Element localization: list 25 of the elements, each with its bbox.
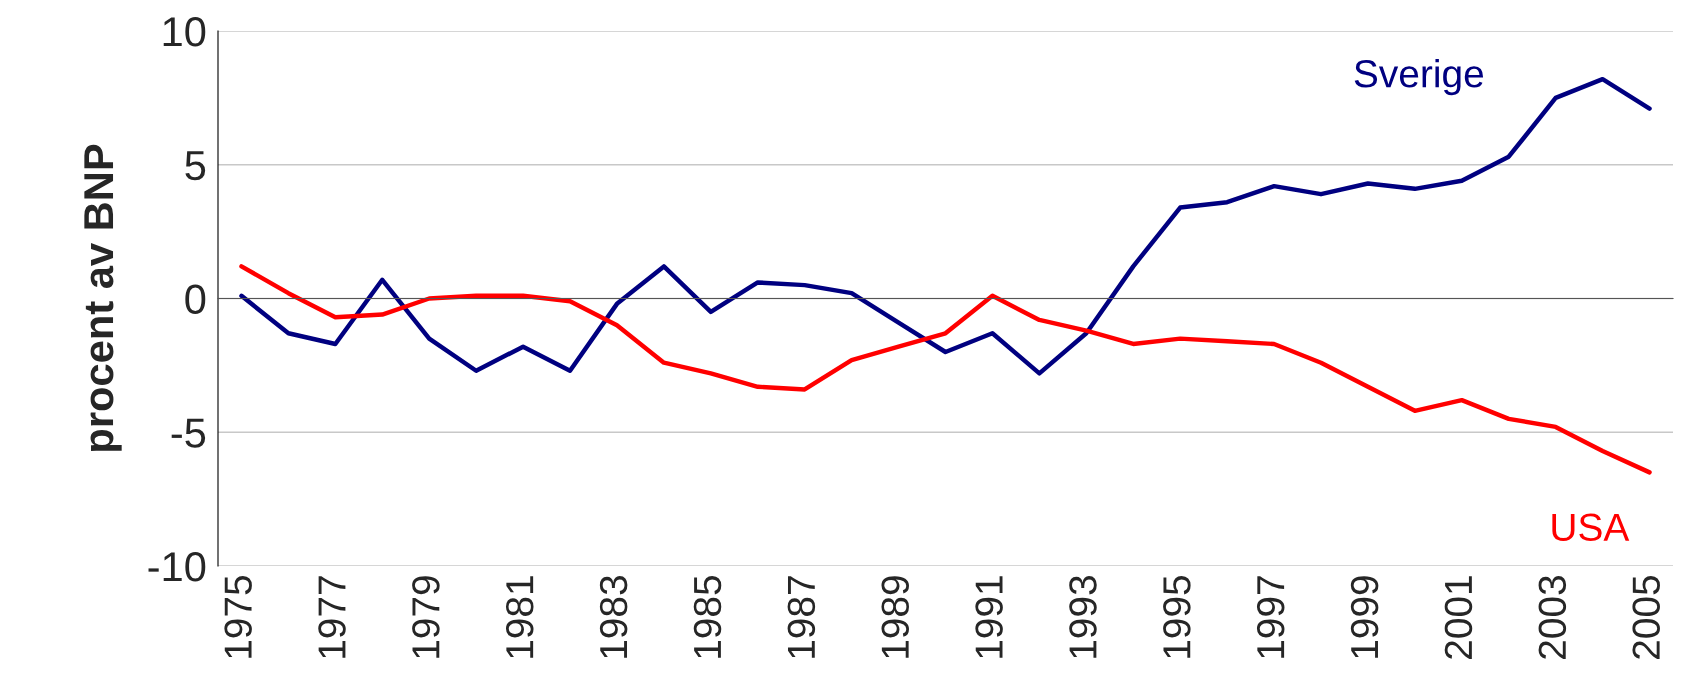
x-tick-label: 1979 (412, 576, 440, 658)
x-tick-label: 1983 (599, 576, 628, 658)
x-tick-label: 2001 (1444, 576, 1473, 659)
x-tick-label: 1993 (1069, 576, 1097, 658)
x-tick-label: 1985 (693, 575, 722, 658)
x-tick-label: 1999 (1350, 576, 1379, 658)
x-tick-label: 1989 (881, 576, 909, 658)
x-tick-label: 1991 (975, 576, 1003, 658)
y-axis-title: procent av BNP (84, 144, 122, 451)
x-tick-label: 1995 (1163, 575, 1191, 658)
x-tick-label: 1975 (224, 575, 252, 658)
x-tick-label: 1977 (318, 576, 346, 658)
line-series (239, 264, 1652, 475)
series-label: Sverige (1354, 58, 1484, 96)
x-tick-label: 2003 (1538, 576, 1567, 659)
series-label: USA (1552, 513, 1630, 542)
y-tick-label: -5 (171, 418, 206, 448)
x-tick-label: 1997 (1256, 576, 1285, 658)
x-tick-label: 1987 (787, 576, 816, 658)
y-tick-label: 0 (185, 284, 206, 315)
y-tick-label: 10 (163, 17, 206, 47)
x-tick-label: 2005 (1632, 575, 1660, 659)
y-tick-label: -10 (148, 552, 206, 582)
y-tick-label: 5 (185, 151, 206, 181)
x-tick-label: 1981 (505, 576, 534, 658)
